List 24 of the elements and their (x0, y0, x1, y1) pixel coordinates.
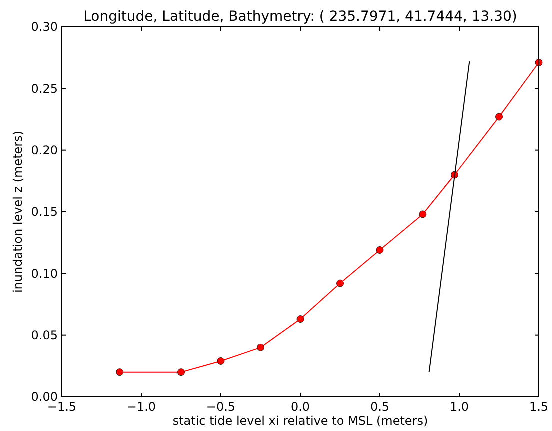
y-tick-label: 0.05 (31, 328, 58, 343)
x-tick-label: −0.5 (206, 400, 236, 414)
point (116, 368, 124, 376)
y-tick-label: 0.10 (31, 266, 58, 281)
x-tick-label: 1.5 (529, 400, 549, 414)
y-tick-label: 0.25 (31, 82, 58, 96)
x-tick-label: −1.0 (126, 400, 156, 414)
y-tick-label: 0.15 (31, 205, 58, 220)
point (217, 358, 225, 365)
point (178, 368, 185, 376)
x-tick-label: 0.0 (290, 400, 310, 414)
y-tick-label: 0.30 (31, 20, 58, 34)
point (376, 246, 384, 254)
x-tick-label: 1.0 (450, 400, 470, 414)
point (336, 280, 344, 288)
point (496, 113, 503, 121)
y-axis-title: inundation level z (meters) (11, 130, 25, 294)
x-tick-label: 0.5 (370, 400, 390, 414)
y-tick-label: 0.20 (31, 144, 58, 158)
point (257, 344, 264, 352)
chart-title: Longitude, Latitude, Bathymetry: ( 235.7971, 41.7444, 13.30) (84, 9, 518, 25)
point (296, 316, 304, 323)
point (419, 210, 427, 218)
x-axis-title: static tide level xi relative to MSL (meters) (172, 414, 428, 428)
